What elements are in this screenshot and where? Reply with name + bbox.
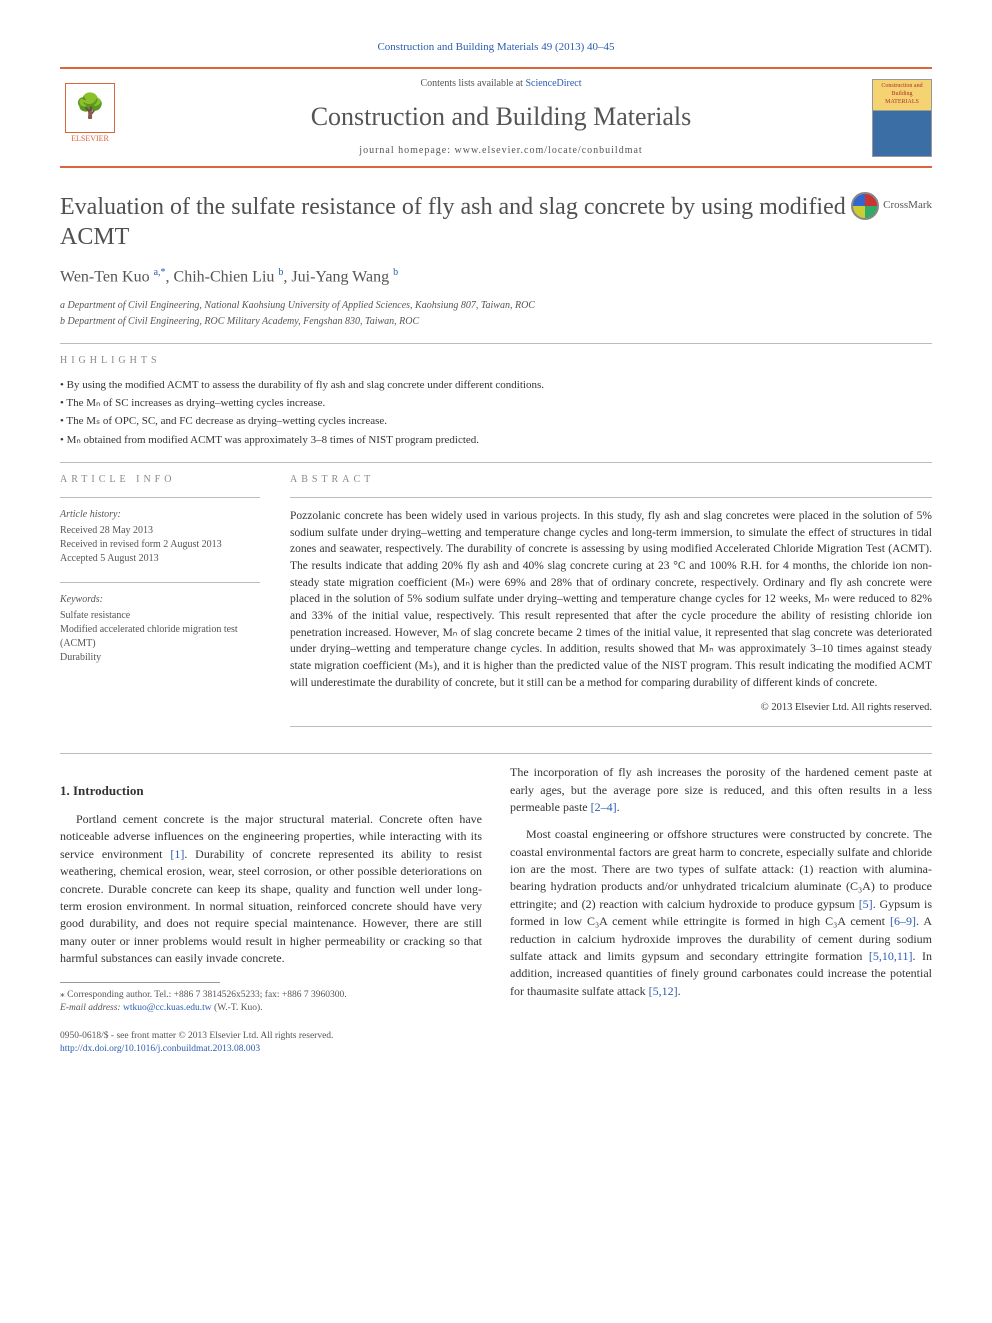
divider [60, 497, 260, 498]
highlight-item: The Mₛ of OPC, SC, and FC decrease as dr… [60, 414, 932, 429]
keywords-block: Keywords: Sulfate resistance Modified ac… [60, 593, 260, 665]
divider [60, 462, 932, 463]
divider [290, 497, 932, 498]
highlight-item: Mₙ obtained from modified ACMT was appro… [60, 433, 932, 448]
history-label: Article history: [60, 508, 260, 522]
divider [290, 726, 932, 727]
crossmark-badge[interactable]: CrossMark [851, 192, 932, 220]
authors-line: Wen-Ten Kuo a,*, Chih-Chien Liu b, Jui-Y… [60, 266, 932, 289]
intro-p1: Portland cement concrete is the major st… [60, 811, 482, 968]
affiliation-a: a Department of Civil Engineering, Natio… [60, 299, 932, 313]
journal-banner: 🌳 ELSEVIER Contents lists available at S… [60, 67, 932, 167]
email-link[interactable]: wtkuo@cc.kuas.edu.tw [123, 1003, 212, 1013]
highlights-list: By using the modified ACMT to assess the… [60, 378, 932, 449]
article-history: Article history: Received 28 May 2013 Re… [60, 508, 260, 566]
crossmark-label: CrossMark [883, 198, 932, 213]
journal-cover-thumb: Construction and Building MATERIALS [872, 79, 932, 157]
divider [60, 753, 932, 754]
section-heading-intro: 1. Introduction [60, 782, 482, 801]
highlight-item: The Mₙ of SC increases as drying–wetting… [60, 396, 932, 411]
email-suffix: (W.-T. Kuo). [212, 1003, 263, 1013]
homepage-prefix: journal homepage: [359, 145, 454, 156]
affiliation-b: b Department of Civil Engineering, ROC M… [60, 315, 932, 329]
keyword-item: Sulfate resistance [60, 609, 260, 623]
footnote-separator [60, 982, 220, 983]
history-item: Received in revised form 2 August 2013 [60, 538, 260, 552]
footer-copyright-line: 0950-0618/$ - see front matter © 2013 El… [60, 1030, 932, 1043]
corresponding-author-footnote: ⁎ Corresponding author. Tel.: +886 7 381… [60, 989, 482, 1017]
body-columns: 1. Introduction Portland cement concrete… [60, 764, 932, 1016]
highlight-item: By using the modified ACMT to assess the… [60, 378, 932, 393]
intro-p1-tail: The incorporation of fly ash increases t… [510, 764, 932, 816]
header-citation: Construction and Building Materials 49 (… [60, 40, 932, 55]
history-item: Accepted 5 August 2013 [60, 552, 260, 566]
article-title: Evaluation of the sulfate resistance of … [60, 192, 851, 252]
keyword-item: Modified accelerated chloride migration … [60, 623, 260, 651]
homepage-line: journal homepage: www.elsevier.com/locat… [130, 144, 872, 158]
publisher-logo: 🌳 ELSEVIER [60, 83, 130, 153]
keywords-label: Keywords: [60, 593, 260, 607]
homepage-url[interactable]: www.elsevier.com/locate/conbuildmat [455, 145, 643, 156]
history-item: Received 28 May 2013 [60, 524, 260, 538]
highlights-heading: HIGHLIGHTS [60, 354, 932, 368]
affiliations: a Department of Civil Engineering, Natio… [60, 299, 932, 329]
doi-link[interactable]: http://dx.doi.org/10.1016/j.conbuildmat.… [60, 1044, 260, 1054]
page-footer: 0950-0618/$ - see front matter © 2013 El… [60, 1030, 932, 1057]
divider [60, 343, 932, 344]
divider [60, 582, 260, 583]
abstract-copyright: © 2013 Elsevier Ltd. All rights reserved… [290, 701, 932, 716]
publisher-label: ELSEVIER [71, 133, 109, 144]
abstract-text: Pozzolanic concrete has been widely used… [290, 508, 932, 691]
contents-line: Contents lists available at ScienceDirec… [130, 77, 872, 91]
sciencedirect-link[interactable]: ScienceDirect [525, 78, 581, 89]
footnote-tel: ⁎ Corresponding author. Tel.: +886 7 381… [60, 989, 482, 1003]
contents-prefix: Contents lists available at [420, 78, 525, 89]
email-label: E-mail address: [60, 1003, 123, 1013]
intro-p2: Most coastal engineering or offshore str… [510, 826, 932, 1000]
journal-name: Construction and Building Materials [130, 99, 872, 135]
article-info-heading: ARTICLE INFO [60, 473, 260, 487]
keyword-item: Durability [60, 651, 260, 665]
abstract-heading: ABSTRACT [290, 473, 932, 487]
elsevier-tree-icon: 🌳 [65, 83, 115, 133]
crossmark-icon [851, 192, 879, 220]
